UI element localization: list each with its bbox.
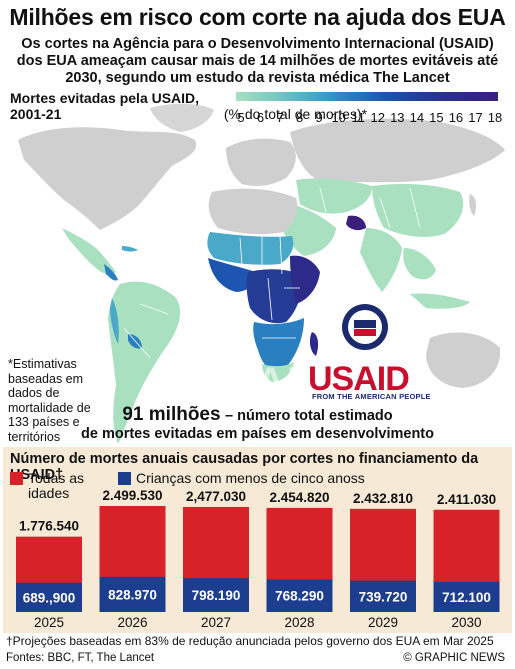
andes-shape bbox=[110, 298, 119, 344]
mexico-shape bbox=[62, 228, 116, 275]
sources: Fontes: BBC, FT, The Lancet bbox=[6, 652, 155, 664]
stat-text-2: de mortes evitadas em países em desenvol… bbox=[81, 426, 434, 442]
bar-children bbox=[99, 576, 166, 612]
credit: © GRAPHIC NEWS bbox=[403, 652, 505, 664]
greenland-shape bbox=[150, 103, 214, 132]
afghanistan-shape bbox=[346, 215, 366, 231]
usaid-tagline: FROM THE AMERICAN PEOPLE bbox=[312, 392, 431, 401]
color-scale-tick: 12 bbox=[370, 110, 385, 125]
stat-text-1: – número total estimado bbox=[225, 408, 393, 424]
north-africa-shape bbox=[208, 188, 298, 235]
bar-children bbox=[183, 578, 249, 612]
north-america-shape bbox=[18, 127, 197, 230]
data-label-all-ages: 2.499.530 bbox=[102, 488, 162, 503]
south-america-shape bbox=[108, 281, 181, 444]
color-scale-tick: 18 bbox=[487, 110, 503, 125]
data-label-all-ages: 2.411.030 bbox=[437, 492, 496, 507]
bar-children bbox=[350, 580, 416, 612]
australia-shape bbox=[426, 332, 501, 388]
color-scale-tick: 9 bbox=[315, 110, 323, 125]
color-scale-tick: 5 bbox=[237, 110, 245, 125]
color-scale-tick: 16 bbox=[448, 110, 464, 125]
page-subtitle: Os cortes na Agência para o Desenvolvime… bbox=[16, 36, 499, 86]
x-tick-label: 2028 bbox=[284, 615, 314, 630]
color-scale-tick: 15 bbox=[429, 110, 444, 125]
legend-label-all-ages: Todas as idades bbox=[28, 470, 85, 501]
color-scale-tick: 17 bbox=[468, 110, 483, 125]
usaid-logo: USAID bbox=[308, 360, 410, 398]
southern-africa-shape bbox=[253, 318, 304, 373]
east-africa-shape bbox=[290, 255, 320, 304]
legend-swatch-all-ages bbox=[10, 472, 23, 485]
country-borders bbox=[123, 187, 421, 359]
headline-stat: 91 milhões – número total estimado de mo… bbox=[0, 404, 515, 443]
data-label-children: 768.290 bbox=[275, 589, 324, 604]
x-tick-label: 2029 bbox=[368, 615, 398, 630]
x-tick-label: 2026 bbox=[117, 615, 147, 630]
data-label-all-ages: 2.432.810 bbox=[353, 491, 413, 506]
indonesia-shape bbox=[410, 293, 470, 309]
color-scale-tick: 11 bbox=[351, 110, 365, 125]
x-tick-label: 2025 bbox=[34, 615, 64, 630]
page-title: Milhões em risco com corte na ajuda dos … bbox=[9, 4, 506, 30]
chart-footnote: †Projeções baseadas em 83% de redução an… bbox=[6, 634, 494, 648]
central-asia-shape bbox=[296, 178, 372, 214]
data-label-children: 828.970 bbox=[108, 587, 157, 602]
color-scale-tick: 13 bbox=[390, 110, 405, 125]
color-scale-tick: 7 bbox=[276, 110, 284, 125]
x-tick-label: 2027 bbox=[201, 615, 231, 630]
watermark: GRAPHIC NEWS bbox=[192, 360, 391, 449]
chart-title: Número de mortes anuais causadas por cor… bbox=[10, 451, 479, 483]
madagascar-shape bbox=[309, 332, 319, 356]
sahel-shape bbox=[207, 232, 294, 265]
color-scale-bar bbox=[236, 92, 498, 101]
data-label-children: 689.,900 bbox=[23, 590, 76, 605]
data-label-children: 739.720 bbox=[359, 589, 408, 604]
data-label-children: 712.100 bbox=[442, 590, 491, 605]
se-asia-shape bbox=[403, 248, 436, 280]
japan-shape bbox=[469, 194, 477, 216]
bar-children bbox=[433, 581, 500, 612]
color-scale-tick: 14 bbox=[409, 110, 425, 125]
legend-title: Mortes evitadas pela USAID, 2001-21 (% d… bbox=[10, 90, 367, 122]
data-label-children: 798.190 bbox=[192, 588, 241, 603]
china-shape bbox=[372, 184, 464, 237]
map-footnote: *Estimativas baseadas em dados de mortal… bbox=[8, 357, 91, 444]
data-label-all-ages: 2.454.820 bbox=[269, 490, 329, 505]
color-scale-tick: 6 bbox=[256, 110, 265, 125]
legend-title-rest: (% do total de mortes)* bbox=[223, 106, 368, 122]
stat-number: 91 milhões bbox=[122, 404, 221, 425]
chart-panel bbox=[3, 447, 512, 633]
caribbean-shape bbox=[122, 246, 138, 252]
x-tick-label: 2030 bbox=[451, 615, 481, 630]
world-map bbox=[0, 88, 515, 448]
central-africa-shape bbox=[246, 269, 302, 324]
color-scale-ticks: 5 6 7 8 9 10 11 12 13 14 15 16 17 18 bbox=[228, 110, 508, 126]
bar-children bbox=[16, 582, 82, 612]
data-label-all-ages: 1.776.540 bbox=[19, 519, 79, 534]
india-shape bbox=[360, 228, 402, 292]
usaid-seal-icon bbox=[342, 304, 388, 350]
color-scale-tick: 10 bbox=[331, 110, 346, 125]
central-america-shape bbox=[104, 264, 118, 281]
west-africa-shape bbox=[208, 258, 256, 292]
legend-title-bold: Mortes evitadas pela USAID, 2001-21 bbox=[10, 90, 200, 122]
south-africa-shape bbox=[262, 362, 294, 382]
color-scale-tick: 8 bbox=[295, 110, 304, 125]
world-map-graphic bbox=[18, 103, 505, 444]
data-label-all-ages: 2,477.030 bbox=[186, 489, 246, 504]
legend-swatch-children bbox=[118, 472, 131, 485]
russia-shape bbox=[290, 118, 505, 183]
bar-children bbox=[266, 579, 333, 612]
legend-label-children: Crianças com menos de cinco anoss bbox=[136, 470, 365, 486]
europe-shape bbox=[226, 138, 296, 186]
